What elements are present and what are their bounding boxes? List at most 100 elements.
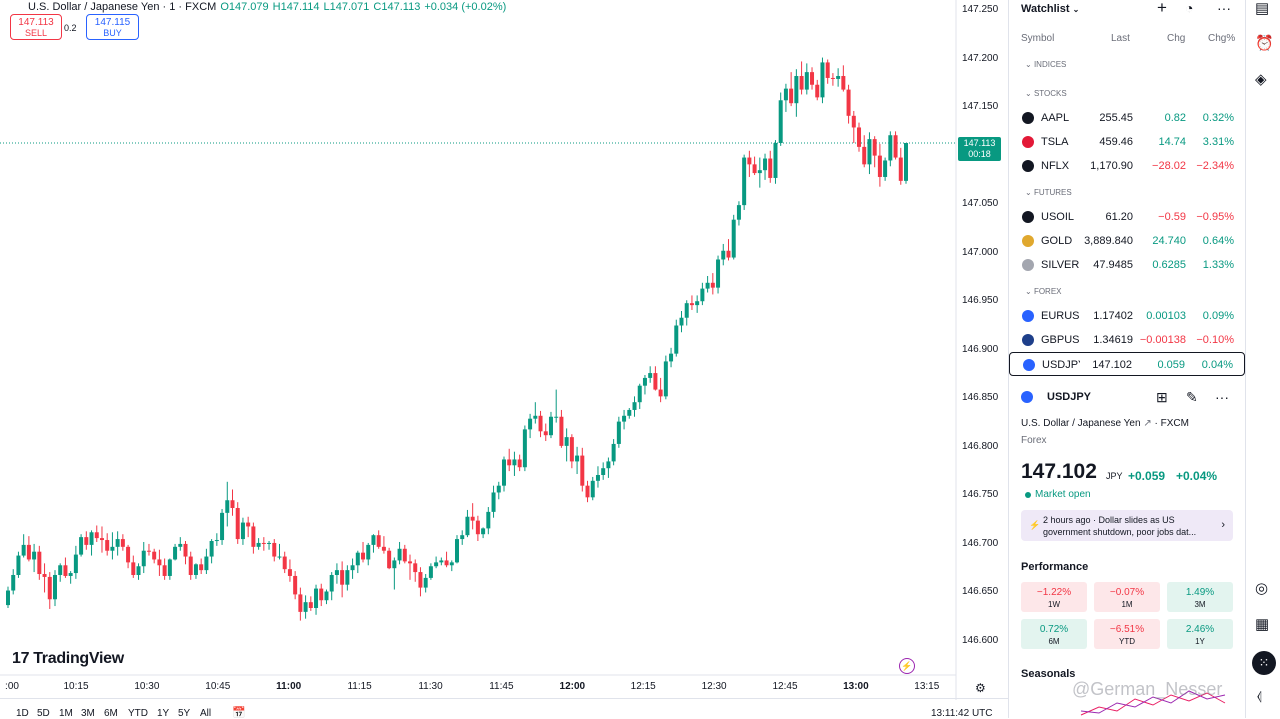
symbol-description[interactable]: U.S. Dollar / Japanese Yen · 1 · FXCM — [28, 1, 217, 13]
candle — [736, 201, 741, 226]
external-link-icon[interactable]: ↗ — [1143, 418, 1152, 429]
candle-body — [658, 389, 663, 397]
section-chevron-icon[interactable]: ⌄ — [1025, 188, 1034, 197]
candle-body — [340, 570, 345, 585]
performance-cell-1y[interactable]: 2.46% 1Y — [1167, 619, 1233, 649]
tradingview-logo[interactable]: 17 TradingView — [12, 650, 124, 668]
candle — [789, 72, 794, 107]
axis-settings-icon[interactable]: ⚙ — [975, 681, 986, 695]
section-indices[interactable]: ⌄ INDICES — [1025, 60, 1066, 69]
watchlist-row-gbpusd[interactable]: GBPUSD 1.34619 −0.00138 −0.10% — [1009, 328, 1245, 352]
details-symbol[interactable]: USDJPY — [1047, 391, 1092, 403]
more-options-icon[interactable]: ··· — [1217, 0, 1231, 16]
sell-label: SELL — [24, 28, 48, 38]
performance-cell-3m[interactable]: 1.49% 3M — [1167, 582, 1233, 612]
performance-cell-1w[interactable]: −1.22% 1W — [1021, 582, 1087, 612]
candle-body — [397, 548, 402, 561]
col-last[interactable]: Last — [1111, 33, 1130, 44]
watchlist-row-usdjpy[interactable]: USDJPY 147.102 0.059 0.04% — [1009, 352, 1245, 376]
candle-body — [710, 282, 715, 288]
candle — [538, 410, 543, 438]
news-text: 2 hours ago · Dollar slides as US govern… — [1043, 515, 1197, 537]
candle — [465, 509, 470, 538]
candle — [345, 565, 350, 591]
sell-button[interactable]: 147.113 SELL — [10, 14, 62, 40]
buy-price: 147.115 — [94, 17, 131, 28]
candle — [167, 558, 172, 580]
candle-body — [747, 157, 752, 165]
broadcast-icon[interactable]: ⦉ — [1257, 688, 1262, 703]
range-button-1m[interactable]: 1M — [59, 708, 73, 719]
details-more-icon[interactable]: ··· — [1215, 389, 1229, 405]
target-icon[interactable]: ◎ — [1255, 580, 1269, 597]
candle-body — [68, 573, 73, 576]
candle-body — [773, 142, 778, 178]
alarm-clock-icon[interactable]: ⏰ — [1255, 35, 1274, 52]
utc-clock[interactable]: 13:11:42 UTC — [931, 708, 993, 719]
alerts-icon[interactable]: ◔ — [1185, 0, 1194, 16]
ohlc-high: H147.114 — [272, 1, 320, 13]
watchlist-row-eurusd[interactable]: EURUSD 1.17402 0.00103 0.09% — [1009, 304, 1245, 328]
candle-body — [616, 421, 621, 444]
candle — [569, 434, 574, 469]
candle-body — [517, 459, 522, 468]
watchlist-title[interactable]: Watchlist ⌄ — [1021, 3, 1079, 15]
performance-cell-ytd[interactable]: −6.51% YTD — [1094, 619, 1160, 649]
candle — [846, 84, 851, 124]
candle-body — [528, 418, 533, 430]
candle — [444, 551, 449, 568]
price-chart[interactable] — [0, 0, 960, 700]
calendar-panel-icon[interactable]: ▦ — [1255, 616, 1270, 633]
grid-view-icon[interactable]: ⊞ — [1156, 389, 1168, 405]
watchlist-chgp: 0.04% — [1201, 359, 1233, 371]
section-chevron-icon[interactable]: ⌄ — [1025, 287, 1034, 296]
buy-button[interactable]: 147.115 BUY — [86, 14, 139, 40]
seasonals-mini-chart[interactable] — [1079, 685, 1229, 718]
range-button-5y[interactable]: 5Y — [178, 708, 191, 719]
performance-cell-1m[interactable]: −0.07% 1M — [1094, 582, 1160, 612]
calendar-icon[interactable]: 📅 — [232, 707, 246, 719]
candle-body — [99, 538, 104, 541]
range-button-ytd[interactable]: YTD — [128, 708, 148, 719]
candle-body — [763, 158, 768, 171]
range-button-1d[interactable]: 1D — [16, 708, 29, 719]
candle-body — [862, 146, 867, 165]
watchlist-row-aapl[interactable]: AAPL 255.45 0.82 0.32% — [1009, 106, 1245, 130]
range-button-3m[interactable]: 3M — [81, 708, 95, 719]
candle — [716, 255, 721, 294]
add-symbol-icon[interactable]: + — [1157, 0, 1167, 17]
range-button-all[interactable]: All — [200, 708, 212, 719]
news-headline: Dollar slides as US government shutdown,… — [1043, 515, 1197, 537]
watchlist-icon[interactable]: ▤ — [1255, 0, 1270, 17]
candle — [601, 462, 606, 480]
candle-body — [460, 535, 465, 540]
section-stocks[interactable]: ⌄ STOCKS — [1025, 89, 1067, 98]
section-chevron-icon[interactable]: ⌄ — [1025, 60, 1034, 69]
lightning-icon[interactable]: ⚡ — [899, 658, 915, 674]
section-forex[interactable]: ⌄ FOREX — [1025, 287, 1062, 296]
watchlist-row-usoil[interactable]: USOIL 61.20 −0.59 −0.95% — [1009, 205, 1245, 229]
candle — [449, 560, 454, 572]
col-chg[interactable]: Chg — [1167, 33, 1186, 44]
section-futures[interactable]: ⌄ FUTURES — [1025, 188, 1072, 197]
apps-grid-icon[interactable]: ⁙ — [1252, 651, 1276, 675]
watchlist-row-nflx[interactable]: NFLX 1,170.90 −28.02 −2.34% — [1009, 154, 1245, 178]
watchlist-row-silver[interactable]: SILVER 47.9485 0.6285 1.33% — [1009, 253, 1245, 277]
candle — [669, 347, 674, 368]
range-button-5d[interactable]: 5D — [37, 708, 50, 719]
performance-cell-6m[interactable]: 0.72% 6M — [1021, 619, 1087, 649]
watchlist-row-tsla[interactable]: TSLA 459.46 14.74 3.31% — [1009, 130, 1245, 154]
news-card[interactable]: ⚡ 2 hours ago · Dollar slides as US gove… — [1021, 510, 1233, 541]
candle-body — [768, 158, 773, 178]
range-button-1y[interactable]: 1Y — [157, 708, 170, 719]
layers-icon[interactable]: ◈ — [1255, 71, 1267, 88]
col-symbol[interactable]: Symbol — [1021, 33, 1055, 44]
col-chg-pct[interactable]: Chg% — [1208, 33, 1236, 44]
candle — [193, 563, 198, 579]
watchlist-row-gold[interactable]: GOLD 3,889.840 24.740 0.64% — [1009, 229, 1245, 253]
edit-icon[interactable]: ✎ — [1186, 389, 1198, 405]
watchlist-symbol: SILVER — [1041, 259, 1079, 271]
range-button-6m[interactable]: 6M — [104, 708, 118, 719]
candle — [282, 551, 287, 574]
section-chevron-icon[interactable]: ⌄ — [1025, 89, 1034, 98]
